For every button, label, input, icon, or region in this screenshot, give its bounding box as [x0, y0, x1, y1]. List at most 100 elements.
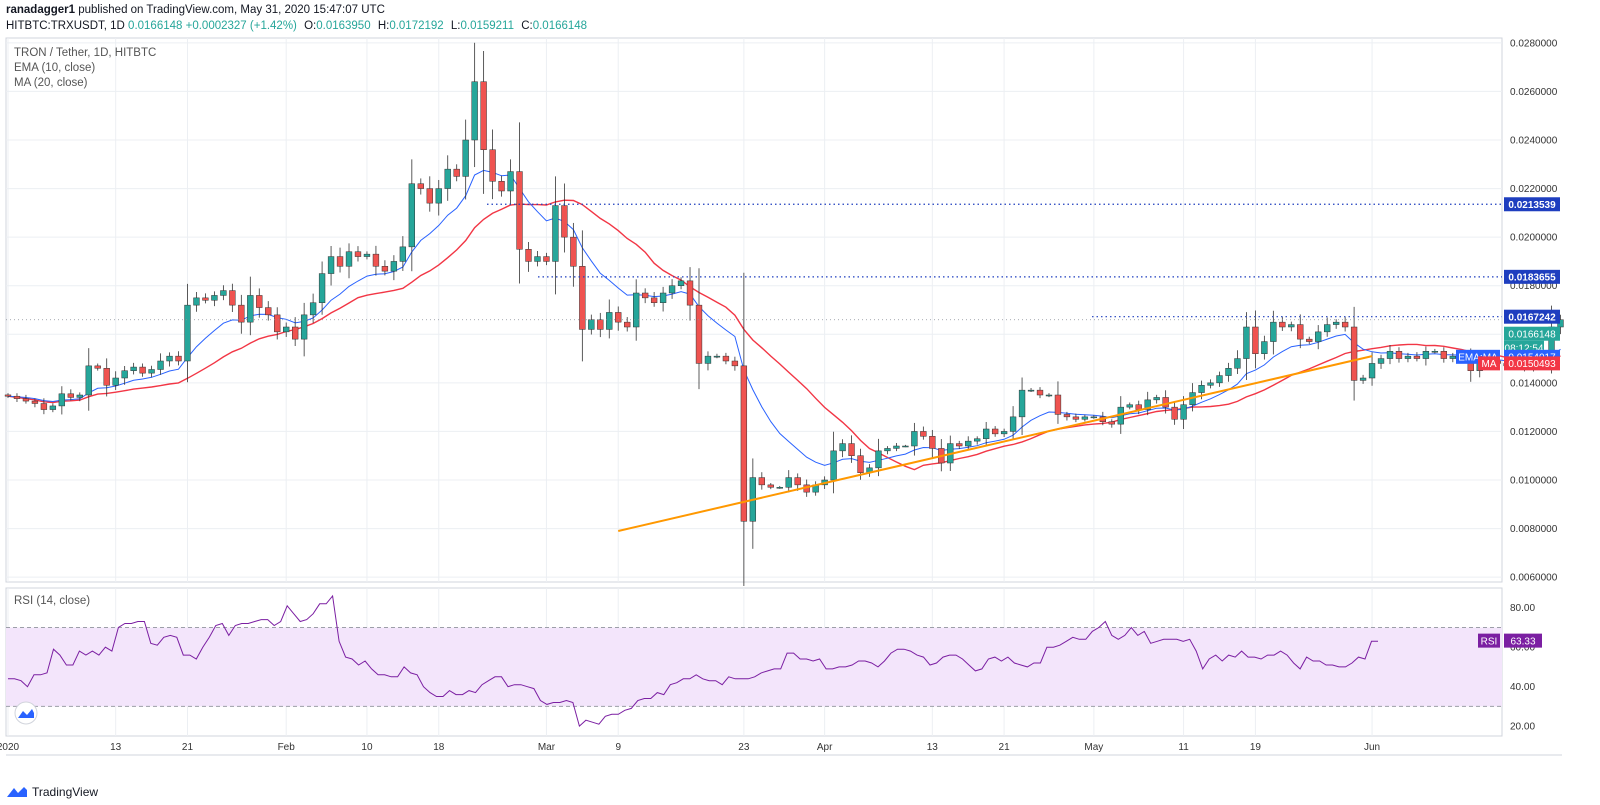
candle[interactable] [1386, 345, 1394, 365]
candle[interactable] [830, 431, 837, 494]
candle[interactable] [597, 312, 604, 338]
candle[interactable] [641, 288, 649, 304]
rsi-legend[interactable]: RSI (14, close) [14, 595, 91, 607]
candle[interactable] [911, 422, 918, 456]
candle[interactable] [606, 299, 613, 339]
candle[interactable] [211, 291, 218, 307]
candle[interactable] [336, 247, 344, 273]
candle[interactable] [749, 458, 757, 549]
candle[interactable] [453, 164, 460, 182]
candle[interactable] [435, 179, 442, 216]
candle[interactable] [390, 255, 398, 281]
candle[interactable] [49, 403, 57, 413]
candle[interactable] [1324, 317, 1331, 337]
candle[interactable] [1171, 401, 1178, 425]
candle[interactable] [1018, 377, 1026, 435]
candle[interactable] [1288, 321, 1295, 332]
candle[interactable] [731, 356, 739, 371]
candle[interactable] [695, 268, 703, 390]
candle[interactable] [668, 279, 676, 299]
candle[interactable] [58, 386, 66, 415]
candle[interactable] [1054, 381, 1062, 424]
candle[interactable] [507, 159, 514, 205]
candle[interactable] [659, 286, 667, 312]
candle[interactable] [1027, 388, 1035, 393]
candle[interactable] [902, 444, 909, 448]
candle[interactable] [543, 252, 550, 266]
candle[interactable] [31, 398, 39, 408]
candle[interactable] [1153, 394, 1160, 404]
candle[interactable] [1413, 352, 1421, 362]
candle[interactable] [94, 363, 101, 371]
candle[interactable] [13, 393, 21, 402]
candle[interactable] [220, 285, 227, 301]
candle[interactable] [1036, 387, 1044, 399]
candle[interactable] [76, 392, 83, 402]
candle[interactable] [238, 294, 245, 334]
candle[interactable] [157, 353, 164, 375]
candle[interactable] [1000, 428, 1008, 437]
candle[interactable] [292, 317, 299, 347]
candle[interactable] [884, 446, 891, 455]
candle[interactable] [202, 293, 209, 304]
candle[interactable] [247, 276, 254, 336]
rsi-line[interactable] [8, 594, 1378, 728]
candle[interactable] [704, 351, 712, 371]
candle[interactable] [929, 429, 936, 458]
candle[interactable] [1072, 413, 1080, 423]
candle[interactable] [1368, 352, 1376, 386]
ema-legend[interactable]: EMA (10, close) [14, 62, 96, 74]
candle[interactable] [579, 230, 586, 362]
candle[interactable] [498, 175, 505, 197]
candle[interactable] [130, 362, 137, 375]
candle[interactable] [1315, 325, 1322, 350]
candle[interactable] [1009, 406, 1017, 439]
candle[interactable] [489, 129, 496, 200]
candle[interactable] [300, 302, 308, 357]
candle[interactable] [1243, 312, 1250, 381]
candle[interactable] [148, 365, 155, 378]
candle[interactable] [767, 483, 774, 490]
candle[interactable] [22, 394, 30, 404]
candle[interactable] [480, 51, 487, 194]
candle[interactable] [561, 183, 568, 253]
candle[interactable] [309, 293, 317, 323]
candle[interactable] [866, 464, 873, 477]
candle[interactable] [588, 314, 595, 335]
candle[interactable] [40, 398, 48, 415]
candle[interactable] [1297, 314, 1304, 349]
candle[interactable] [920, 426, 927, 440]
candle[interactable] [1162, 390, 1169, 414]
last-price-tag[interactable]: 0.0166148 [1504, 326, 1560, 341]
candle[interactable] [372, 245, 380, 276]
candle[interactable] [417, 178, 424, 195]
candle[interactable] [839, 439, 846, 458]
candle[interactable] [229, 283, 236, 312]
candle[interactable] [363, 251, 371, 260]
resistance-tag-1[interactable]: 0.0213539 [1504, 197, 1560, 212]
candle[interactable] [121, 365, 128, 385]
candle[interactable] [381, 260, 389, 276]
ma20-line[interactable] [7, 199, 1561, 471]
ma-legend[interactable]: MA (20, close) [14, 77, 88, 89]
tradingview-footer[interactable]: TradingView [6, 785, 98, 799]
candle[interactable] [758, 472, 765, 490]
candle[interactable] [345, 243, 353, 279]
candle[interactable] [1108, 419, 1115, 428]
candle[interactable] [103, 358, 110, 397]
candle[interactable] [166, 352, 173, 367]
ma-value-tag[interactable]: 0.0150493 [1504, 356, 1560, 371]
candle[interactable] [1431, 348, 1439, 354]
candle[interactable] [615, 306, 622, 331]
candle[interactable] [525, 242, 532, 272]
candle[interactable] [848, 435, 855, 463]
candle[interactable] [1216, 371, 1223, 387]
candle[interactable] [1225, 362, 1232, 382]
candle[interactable] [516, 122, 523, 284]
candle[interactable] [112, 371, 119, 390]
candle[interactable] [1395, 347, 1403, 363]
candle[interactable] [1081, 414, 1089, 422]
candle[interactable] [399, 236, 407, 271]
candle[interactable] [552, 176, 559, 295]
